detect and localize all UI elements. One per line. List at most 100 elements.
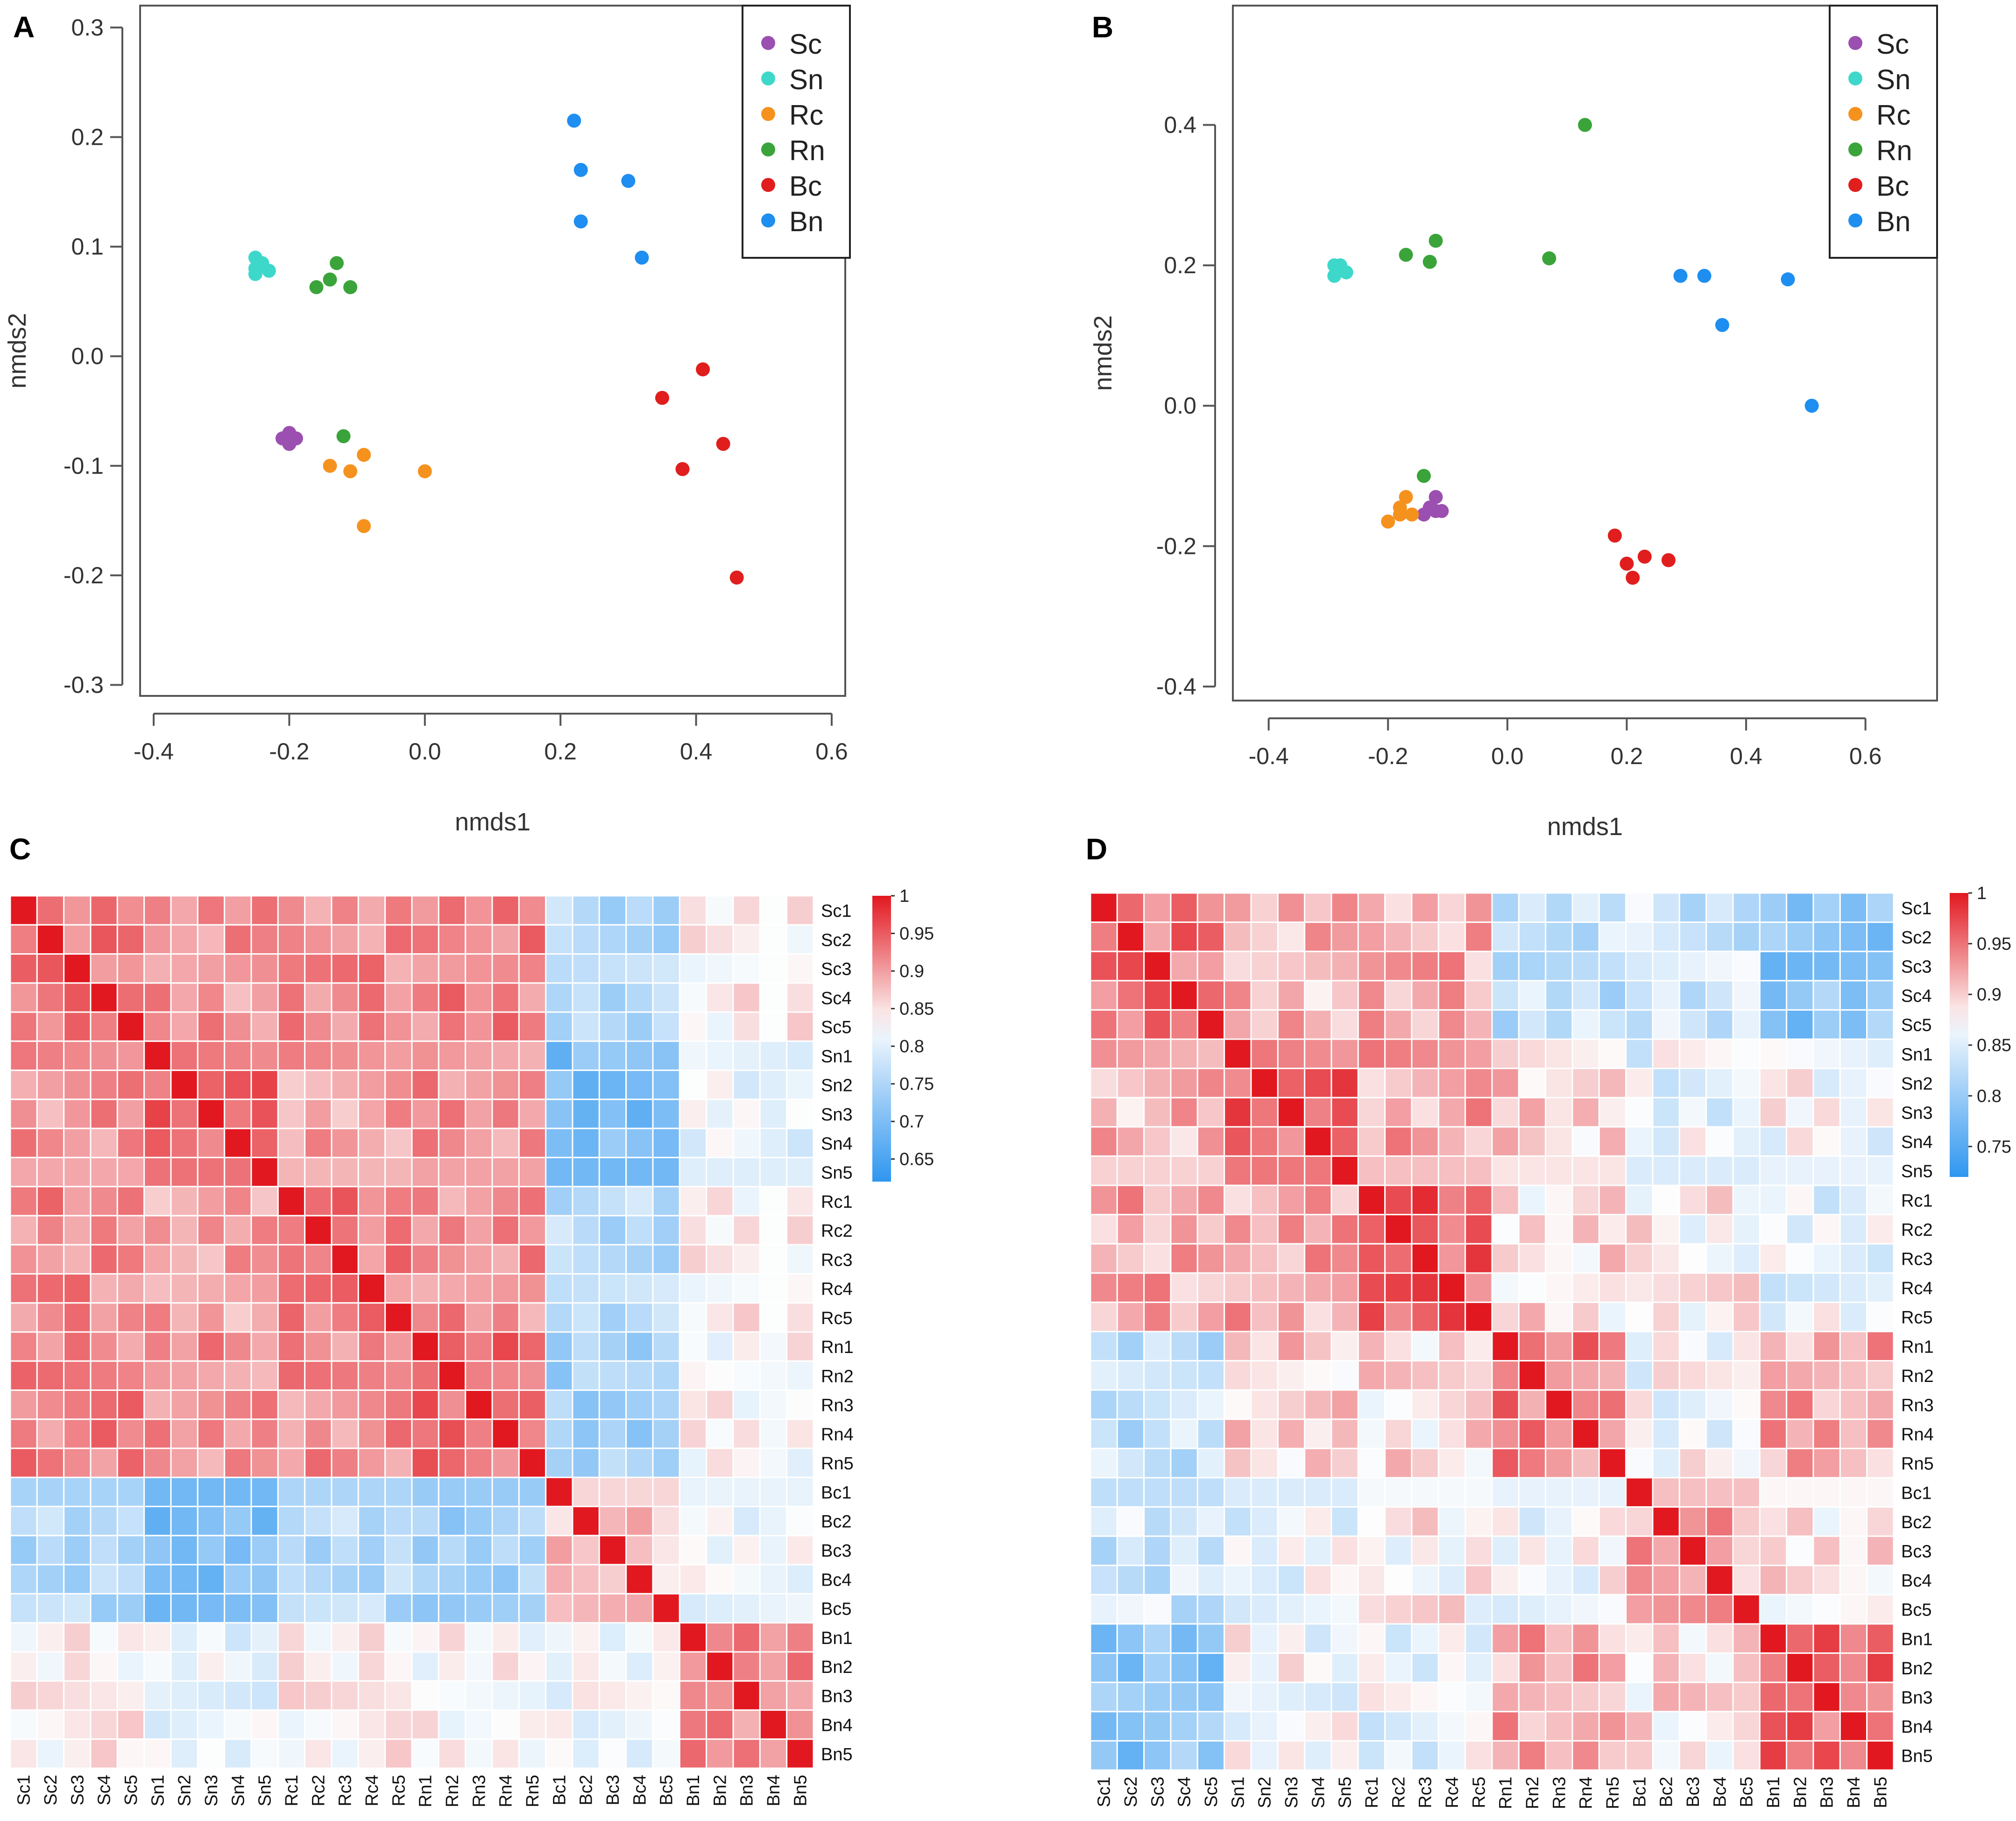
heatmap-cell	[224, 1011, 252, 1042]
heatmap-cell	[1571, 1535, 1600, 1566]
heatmap-cell	[1652, 1272, 1680, 1303]
heatmap-cell	[1330, 1389, 1359, 1420]
scatter-point-rn	[309, 280, 324, 294]
row-label: Sn4	[1901, 1133, 1933, 1152]
heatmap-cell	[250, 1070, 279, 1100]
scatter-point-bn	[1697, 269, 1712, 283]
heatmap-cell	[1170, 1097, 1198, 1128]
heatmap-cell	[1384, 1272, 1413, 1303]
heatmap-cell	[1384, 1594, 1413, 1625]
heatmap-cell	[1277, 1447, 1306, 1479]
heatmap-cell	[759, 1070, 788, 1100]
scatter-point-bc	[716, 437, 730, 451]
column-label: Bc5	[1737, 1777, 1757, 1807]
column-label: Rc3	[336, 1775, 355, 1807]
heatmap-cell	[1437, 1126, 1466, 1157]
heatmap-cell	[384, 1680, 413, 1711]
scatter-point-rc	[323, 459, 337, 473]
heatmap-cell	[1116, 1418, 1145, 1449]
heatmap-cell	[1786, 980, 1814, 1011]
heatmap-cell	[331, 1447, 359, 1478]
heatmap-cell	[1545, 1214, 1573, 1245]
heatmap-cell	[1384, 892, 1413, 923]
row-label: Sc5	[1901, 1016, 1931, 1035]
heatmap-cell	[1652, 1447, 1680, 1479]
heatmap-cell	[1839, 1097, 1868, 1128]
heatmap-cell	[679, 982, 707, 1013]
y-tick-label: 0.0	[1164, 393, 1196, 419]
heatmap-cell	[1116, 1272, 1145, 1303]
heatmap-cell	[1224, 1243, 1252, 1274]
heatmap-cell	[732, 895, 761, 926]
heatmap-cell	[1786, 1301, 1814, 1332]
heatmap-cell	[1411, 1009, 1439, 1040]
scatter-point-rn	[1416, 469, 1431, 483]
heatmap-cell	[1652, 1389, 1680, 1420]
heatmap-cell	[1304, 1097, 1332, 1128]
heatmap-cell	[465, 1302, 493, 1333]
heatmap-cell	[465, 1186, 493, 1217]
y-tick-label: 0.2	[1164, 252, 1196, 278]
heatmap-cell	[1143, 1565, 1172, 1595]
heatmap-cell	[1411, 1097, 1439, 1128]
column-label: Rc1	[282, 1775, 302, 1807]
heatmap-cell	[116, 1156, 145, 1188]
column-label: Bn4	[1844, 1777, 1864, 1808]
heatmap-cell	[277, 1360, 306, 1391]
heatmap-cell	[1705, 1214, 1734, 1245]
row-label: Bn4	[1901, 1717, 1933, 1737]
heatmap-cell	[1330, 1214, 1359, 1245]
heatmap-cell	[545, 1622, 573, 1653]
heatmap-cell	[1196, 1068, 1225, 1098]
heatmap-cell	[1224, 1214, 1252, 1245]
y-axis-title: nmds2	[1089, 315, 1117, 391]
heatmap-cell	[1571, 1155, 1600, 1186]
heatmap-cell	[1143, 1389, 1172, 1420]
heatmap-cell	[1143, 1623, 1172, 1654]
heatmap-cell	[1384, 1652, 1413, 1683]
heatmap-cell	[1571, 1740, 1600, 1771]
heatmap-cell	[1196, 1360, 1225, 1391]
heatmap-cell	[465, 1215, 493, 1246]
heatmap-cell	[411, 1302, 439, 1333]
heatmap-cell	[1437, 1331, 1466, 1362]
row-label: Sn1	[1901, 1045, 1933, 1064]
heatmap-cell	[1170, 1126, 1198, 1157]
heatmap-cell	[1277, 1740, 1306, 1771]
heatmap-cell	[1384, 1301, 1413, 1332]
colorbar-tick-label: 0.95	[899, 924, 934, 944]
heatmap-cell	[706, 1040, 734, 1071]
heatmap-cell	[224, 1738, 252, 1769]
heatmap-cell	[706, 1273, 734, 1304]
heatmap-cell	[1330, 1681, 1359, 1713]
heatmap-cell	[786, 1273, 814, 1304]
heatmap-cell	[1143, 1214, 1172, 1245]
heatmap-cell	[224, 1564, 252, 1594]
heatmap-cell	[545, 1156, 573, 1188]
heatmap-cell	[1625, 1301, 1654, 1332]
heatmap-cell	[1786, 1184, 1814, 1216]
heatmap-cell	[170, 895, 198, 926]
heatmap-cell	[1250, 1126, 1279, 1157]
heatmap-cell	[1732, 1477, 1761, 1508]
heatmap-cell	[1464, 1418, 1493, 1449]
heatmap-cell	[1384, 1009, 1413, 1040]
row-label: Bn1	[1901, 1630, 1933, 1649]
heatmap-cell	[1839, 1009, 1868, 1040]
heatmap-cell	[1089, 1418, 1118, 1449]
heatmap-cell	[63, 1156, 92, 1188]
heatmap-cell	[1732, 1506, 1761, 1537]
heatmap-cell	[90, 1070, 118, 1100]
heatmap-cell	[598, 1186, 627, 1217]
heatmap-cell	[1759, 1711, 1788, 1742]
row-label: Rc4	[821, 1280, 853, 1299]
heatmap-cell	[1545, 1652, 1573, 1683]
heatmap-cell	[250, 1098, 279, 1129]
heatmap-cell	[518, 1709, 547, 1740]
column-label: Bc4	[1710, 1777, 1730, 1807]
heatmap-cell	[545, 1127, 573, 1158]
heatmap-cell	[304, 1622, 332, 1653]
heatmap-cell	[1491, 892, 1520, 923]
heatmap-cell	[491, 1127, 520, 1158]
heatmap-cell	[1170, 1155, 1198, 1186]
